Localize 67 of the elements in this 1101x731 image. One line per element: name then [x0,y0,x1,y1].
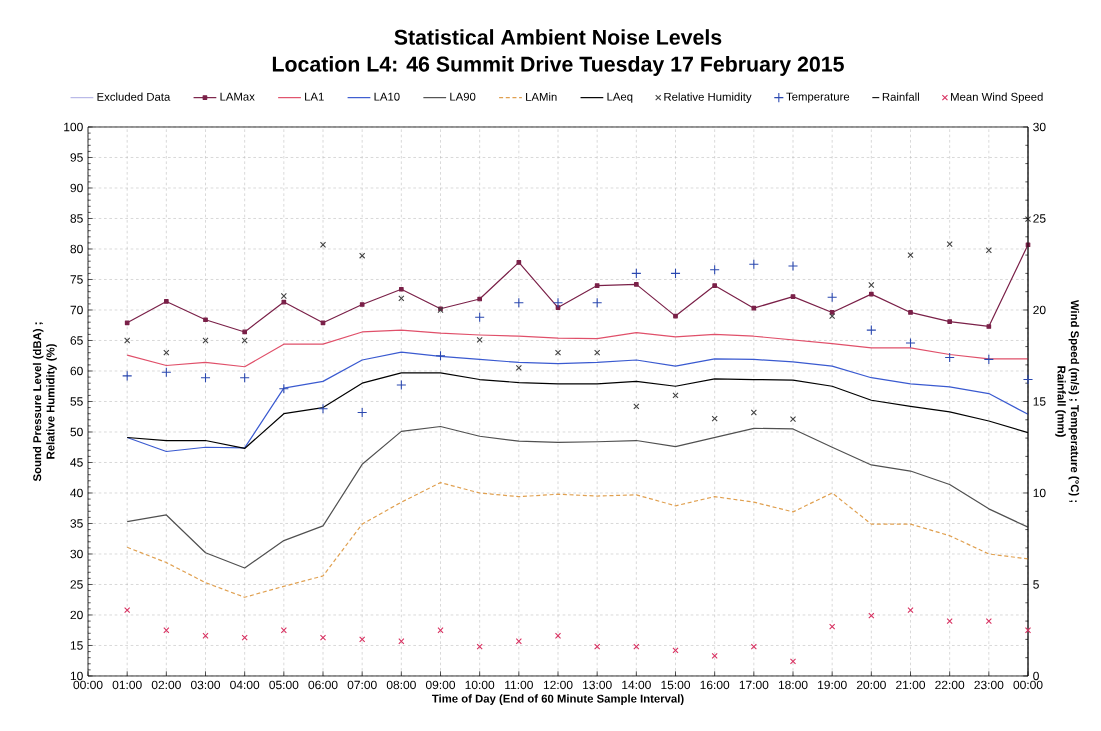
x-tick-label: 21:00 [896,680,926,690]
legend-label: Mean Wind Speed [951,92,1043,104]
y-tick-label: 65 [70,336,83,345]
y-tick-label: 70 [70,305,83,315]
y-tick-label: 30 [70,549,83,559]
x-tick-label: 05:00 [269,680,299,690]
x-tick-label: 22:00 [935,680,965,690]
y-tick-label: 15 [70,641,83,650]
x-tick-label: 04:00 [230,680,260,690]
legend-label: LA10 [374,92,400,101]
x-tick-label: 02:00 [151,680,181,690]
y-tick-label: 25 [70,580,83,589]
x-tick-label: 20:00 [856,680,886,690]
y-tick-label: 50 [70,427,83,437]
x-tick-label: 00:00 [1013,680,1043,690]
legend-label: LAeq [607,92,633,103]
x-tick-label: 19:00 [818,680,847,690]
x-tick-label: 01:00 [112,680,142,690]
legend-label: LAMin [526,92,557,101]
y-tick-label: 20 [70,610,83,620]
x-tick-label: 09:00 [425,680,456,690]
x-tick-label: 15:00 [661,680,691,690]
legend-label: Relative Humidity [664,92,752,104]
x-tick-label: 03:00 [190,680,221,690]
legend-label: Rainfall [882,92,919,101]
x-tick-label: 16:00 [700,680,730,690]
chart-title: Statistical Ambient Noise Levels [394,29,722,45]
legend-label: LA90 [450,92,476,101]
x-tick-label: 14:00 [622,680,651,690]
x-tick-label: 07:00 [347,680,377,690]
x-axis-title: Time of Day (End of 60 Minute Sample Interval) [431,694,684,705]
y2-tick-label: 25 [1033,214,1046,223]
y-tick-label: 40 [70,488,83,498]
y2-tick-label: 15 [1033,397,1046,406]
y-tick-label: 60 [70,366,83,376]
y-tick-label: 35 [70,519,83,528]
legend-label: Excluded Data [97,92,171,101]
y2-tick-label: 20 [1033,305,1046,315]
y-tick-label: 10 [70,671,83,681]
y2-tick-label: 5 [1033,580,1039,589]
y-tick-label: 45 [70,458,83,467]
y-tick-label: 55 [70,397,83,406]
x-tick-label: 12:00 [543,680,573,690]
x-tick-label: 13:00 [583,680,612,690]
y-axis-title: Sound Pressure Level (dBA) ; Relative Humidity (%) [32,322,57,482]
legend-label: LAMax [220,92,255,101]
x-tick-label: 11:00 [505,680,533,690]
legend-label: LA1 [305,92,324,101]
x-tick-label: 18:00 [778,680,808,690]
y-tick-label: 75 [70,275,83,284]
x-tick-label: 00:00 [73,680,103,690]
y-tick-label: 100 [64,122,83,132]
x-tick-label: 23:00 [974,680,1004,690]
x-tick-label: 08:00 [386,680,416,690]
y-tick-label: 85 [70,214,83,223]
y2-tick-label: 10 [1033,488,1046,498]
chart-subtitle: Location L4: 46 Summit Drive Tuesday 17 February 2015 [272,56,844,76]
legend-label: Temperature [786,92,850,103]
y-tick-label: 80 [70,244,83,254]
y-tick-label: 95 [70,153,83,162]
y-tick-label: 90 [70,183,83,193]
x-tick-label: 17:00 [739,680,769,690]
y2-axis-title: Wind Speed (m/s) ; Temperature (°C) ; Rainfall (mm) [1055,299,1080,502]
y2-tick-label: 0 [1033,671,1039,681]
x-tick-label: 10:00 [465,680,495,690]
x-tick-label: 06:00 [308,680,338,690]
y2-tick-label: 30 [1033,122,1046,132]
